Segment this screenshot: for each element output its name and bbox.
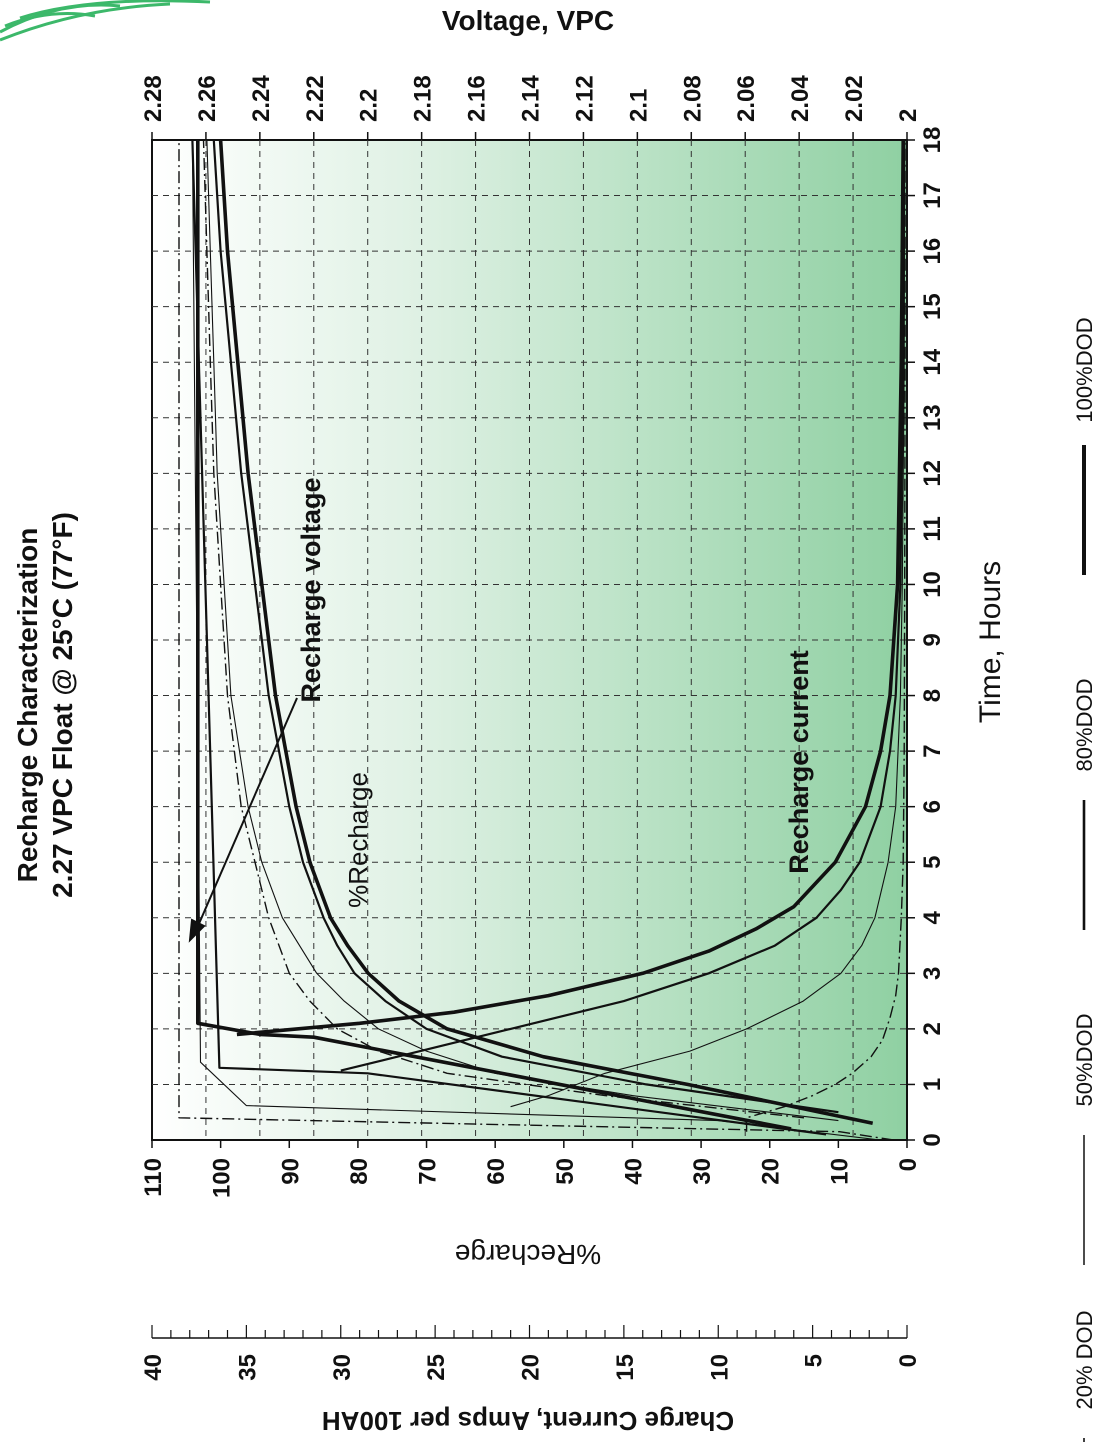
series-voltage-20-dod (178, 140, 894, 1140)
recharge-tick-label: 110 (140, 1158, 167, 1197)
series-current-80-dod (340, 140, 906, 1072)
legend-label: 80%DOD (1072, 679, 1097, 772)
recharge-tick-label: 90 (277, 1158, 304, 1185)
voltage-tick-label: 2.16 (464, 75, 491, 122)
time-tick-label: 0 (919, 1133, 946, 1146)
series-current-100-dod (236, 140, 905, 1037)
current-tick-label: 30 (329, 1354, 356, 1381)
series-current-20-dod (745, 140, 906, 1132)
recharge-tick-label: 0 (895, 1158, 922, 1171)
recharge-tick-label: 40 (620, 1158, 647, 1185)
grid (152, 140, 907, 1140)
axes: 012345678910111213141516171822.022.042.0… (140, 75, 946, 1198)
time-tick-label: 9 (919, 633, 946, 646)
current-tick-label: 40 (140, 1354, 167, 1381)
current-tick-label: 20 (518, 1354, 545, 1381)
voltage-tick-label: 2.22 (302, 75, 329, 122)
voltage-tick-label: 2.1 (625, 89, 652, 122)
time-tick-label: 7 (919, 744, 946, 757)
time-tick-label: 4 (919, 910, 946, 924)
time-tick-label: 17 (919, 182, 946, 209)
time-tick-label: 18 (919, 127, 946, 154)
recharge-tick-label: 10 (826, 1158, 853, 1185)
voltage-tick-label: 2.24 (248, 75, 275, 122)
series-current-50-dod (510, 140, 906, 1108)
current-tick-label: 35 (234, 1354, 261, 1381)
recharge-tick-label: 30 (689, 1158, 716, 1185)
voltage-tick-label: 2.28 (140, 75, 167, 122)
series-lines (178, 140, 906, 1140)
current-tick-label: 25 (423, 1354, 450, 1381)
voltage-axis-label: Voltage, VPC (442, 5, 614, 36)
recharge-voltage-arrow (188, 697, 298, 943)
recharge-tick-label: 80 (346, 1158, 373, 1185)
current-axis: 0 5 10 15 20 25 30 35 40 (140, 1325, 922, 1381)
recharge-axis-label: %Recharge (455, 1239, 601, 1270)
time-tick-label: 8 (919, 689, 946, 702)
voltage-tick-label: 2.12 (571, 75, 598, 122)
voltage-tick-label: 2.2 (356, 89, 383, 122)
voltage-tick-label: 2.26 (194, 75, 221, 122)
legend-label: 50%DOD (1072, 1014, 1097, 1107)
recharge-tick-label: 20 (758, 1158, 785, 1185)
current-tick-label: 0 (895, 1354, 922, 1367)
series-recharge-80-dod (212, 140, 839, 1114)
voltage-tick-label: 2.14 (518, 75, 545, 122)
recharge-tick-label: 60 (483, 1158, 510, 1185)
voltage-tick-label: 2.08 (679, 75, 706, 122)
annotation-recharge-current: Recharge current (784, 650, 814, 874)
legend: 20% DOD 50%DOD 80%DOD 100%DOD (1072, 317, 1097, 1442)
time-tick-label: 5 (919, 856, 946, 869)
series-voltage-100-dod (196, 140, 792, 1131)
time-tick-label: 16 (919, 238, 946, 265)
current-axis-label: Charge Current, Amps per 100AH (322, 1406, 734, 1436)
series-recharge-20-dod (202, 140, 805, 1119)
time-tick-label: 10 (919, 571, 946, 598)
chart-title: Recharge Characterization (12, 528, 43, 883)
series-recharge-50-dod (206, 140, 839, 1122)
legend-label: 20% DOD (1072, 1310, 1097, 1409)
voltage-tick-label: 2.04 (787, 75, 814, 122)
voltage-tick-label: 2.18 (410, 75, 437, 122)
corner-leaf-decoration (0, 0, 211, 42)
recharge-tick-label: 100 (209, 1158, 236, 1198)
current-tick-label: 5 (801, 1354, 828, 1367)
current-tick-label: 10 (706, 1354, 733, 1381)
legend-label: 100%DOD (1072, 317, 1097, 422)
recharge-tick-label: 50 (552, 1158, 579, 1185)
time-tick-label: 1 (919, 1078, 946, 1091)
time-tick-label: 14 (919, 348, 946, 375)
time-tick-label: 12 (919, 460, 946, 487)
voltage-tick-label: 2.02 (841, 75, 868, 122)
current-tick-label: 15 (612, 1354, 639, 1381)
time-tick-label: 6 (919, 800, 946, 813)
time-axis-label: Time, Hours (974, 561, 1007, 723)
annotation-recharge-percent: %Recharge (343, 772, 373, 908)
time-tick-label: 13 (919, 404, 946, 431)
recharge-tick-label: 70 (415, 1158, 442, 1185)
chart-subtitle: 2.27 VPC Float @ 25°C (77°F) (47, 512, 78, 898)
time-tick-label: 11 (919, 516, 946, 541)
voltage-tick-label: 2 (895, 109, 922, 122)
voltage-tick-label: 2.06 (733, 75, 760, 122)
time-tick-label: 2 (919, 1022, 946, 1035)
time-tick-label: 15 (919, 293, 946, 320)
series-voltage-80-dod (191, 140, 827, 1136)
annotation-recharge-voltage: Recharge voltage (296, 477, 326, 702)
time-tick-label: 3 (919, 967, 946, 980)
series-recharge-100-dod (218, 140, 874, 1126)
